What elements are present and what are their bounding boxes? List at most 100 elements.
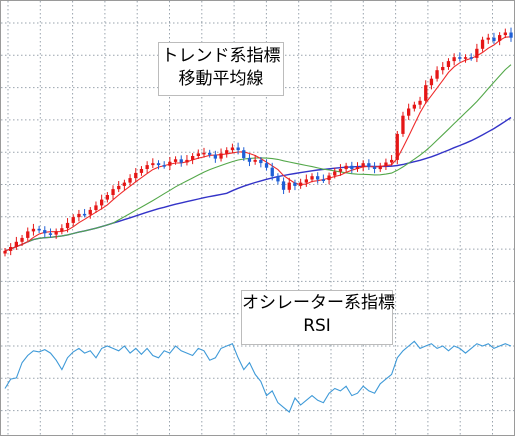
candle-body <box>65 222 70 229</box>
candle-body <box>264 163 269 168</box>
candle-body <box>173 159 178 162</box>
candle-body <box>401 115 405 134</box>
oscillator-indicator-label: オシレーター系指標 RSI <box>241 290 395 345</box>
candle-body <box>3 250 7 254</box>
candle-body <box>355 167 360 169</box>
candle-body <box>162 165 166 167</box>
candle-body <box>281 181 286 190</box>
candle-body <box>452 57 456 62</box>
candle-body <box>338 169 343 172</box>
candle-body <box>139 169 144 173</box>
candle-body <box>168 161 172 166</box>
short-term-moving-average <box>4 36 512 252</box>
candle-body <box>77 213 81 218</box>
candle-body <box>446 61 451 67</box>
candle-body <box>435 70 439 79</box>
candle-body <box>208 152 212 155</box>
candle-body <box>37 228 41 231</box>
candle-body <box>350 165 354 170</box>
candle-body <box>236 147 240 151</box>
candle-body <box>202 152 206 155</box>
candle-body <box>498 35 502 41</box>
candle-body <box>378 165 382 170</box>
candle-body <box>321 179 325 181</box>
candle-body <box>105 195 109 200</box>
candle-body <box>503 32 507 36</box>
candle-body <box>82 213 87 216</box>
moving-averages <box>4 36 512 252</box>
candle-body <box>384 162 388 166</box>
candle-body <box>259 159 263 164</box>
rsi-line <box>4 340 512 414</box>
candle-body <box>316 176 320 180</box>
candle-body <box>344 165 348 170</box>
trend-indicator-subtitle: 移動平均線 <box>178 68 264 89</box>
candle-body <box>276 176 280 182</box>
candle-body <box>395 133 399 160</box>
mid-term-moving-average <box>4 64 512 252</box>
candle-body <box>390 159 394 163</box>
candle-body <box>424 85 428 101</box>
trend-indicator-title: トレンド系指標 <box>161 46 281 66</box>
oscillator-indicator-title: オシレーター系指標 <box>242 293 395 313</box>
candle-body <box>429 78 434 86</box>
candle-body <box>26 231 30 238</box>
candle-body <box>492 37 496 41</box>
candle-body <box>247 157 252 162</box>
candle-body <box>407 108 411 116</box>
candle-body <box>225 150 229 154</box>
candle-body <box>458 57 462 59</box>
candle-body <box>14 241 18 247</box>
candle-body <box>270 167 274 177</box>
candle-body <box>71 217 75 223</box>
candle-body <box>156 163 161 166</box>
candle-body <box>412 104 416 109</box>
candle-body <box>128 178 132 183</box>
candle-body <box>134 172 138 179</box>
oscillator-indicator-subtitle: RSI <box>303 315 331 336</box>
candle-body <box>372 167 377 169</box>
candle-body <box>327 175 331 180</box>
candle-body <box>20 237 24 242</box>
candle-body <box>299 182 303 186</box>
candle-body <box>361 163 365 168</box>
candle-body <box>54 231 58 235</box>
candle-body <box>463 57 468 59</box>
candle-body <box>196 153 200 156</box>
candle-body <box>242 150 246 158</box>
candle-body <box>122 182 126 186</box>
rsi-series-line <box>4 340 512 414</box>
candle-body <box>179 159 183 163</box>
candle-body <box>486 37 490 40</box>
candle-body <box>191 156 195 160</box>
candle-body <box>475 48 479 58</box>
candle-body <box>293 182 297 186</box>
candle-body <box>9 247 13 251</box>
candle-body <box>469 57 473 59</box>
candle-body <box>151 163 155 166</box>
candle-body <box>441 67 445 71</box>
candle-body <box>230 147 235 151</box>
candle-body <box>88 209 92 215</box>
candle-body <box>213 154 217 159</box>
candle-body <box>367 163 371 168</box>
candle-body <box>304 179 308 183</box>
candle-body <box>117 185 121 190</box>
candle-body <box>219 153 223 159</box>
trend-indicator-label: トレンド系指標 移動平均線 <box>158 42 284 96</box>
candle-body <box>31 228 36 232</box>
candle-body <box>480 39 485 49</box>
candle-body <box>310 176 314 180</box>
candle-body <box>333 171 337 176</box>
candle-body <box>287 182 291 190</box>
candle-body <box>60 228 64 232</box>
candle-body <box>48 233 53 235</box>
candle-body <box>94 205 98 210</box>
candle-body <box>185 159 189 163</box>
candle-body <box>111 189 115 195</box>
candle-body <box>100 199 104 206</box>
candlesticks <box>3 27 513 257</box>
candle-body <box>418 100 422 105</box>
candle-body <box>145 165 149 169</box>
